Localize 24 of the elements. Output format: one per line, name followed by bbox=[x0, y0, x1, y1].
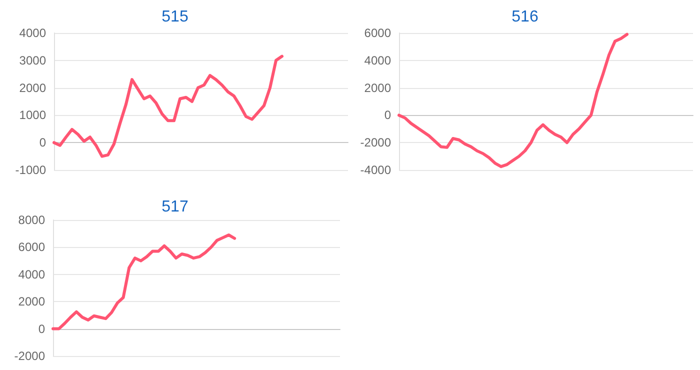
y-tick-label: 6000 bbox=[18, 240, 46, 254]
y-tick-label: 1000 bbox=[19, 108, 46, 122]
y-tick-label: -2000 bbox=[14, 349, 46, 363]
y-tick-label: 2000 bbox=[18, 294, 46, 309]
y-tick-label: 0 bbox=[39, 136, 46, 150]
y-tick-label: 8000 bbox=[18, 213, 46, 227]
y-tick-label: -1000 bbox=[15, 163, 46, 177]
y-tick-label: 4000 bbox=[364, 53, 392, 68]
y-tick-label: 0 bbox=[38, 322, 46, 336]
y-tick-label: -4000 bbox=[360, 163, 392, 177]
y-tick-label: 4000 bbox=[19, 26, 46, 40]
y-tick-label: 0 bbox=[384, 108, 392, 122]
y-tick-label: 6000 bbox=[364, 26, 392, 40]
chart-title: 515 bbox=[162, 8, 188, 26]
y-tick-label: 4000 bbox=[18, 267, 46, 282]
line-series bbox=[398, 32, 628, 168]
y-tick-label: 2000 bbox=[364, 80, 392, 95]
line-series bbox=[52, 233, 236, 330]
y-tick-label: -2000 bbox=[360, 136, 392, 150]
line-series bbox=[52, 54, 284, 158]
y-tick-label: 3000 bbox=[19, 53, 46, 68]
chart-title: 516 bbox=[512, 8, 538, 26]
chart-title: 517 bbox=[162, 198, 188, 216]
y-tick-label: 2000 bbox=[19, 80, 46, 95]
